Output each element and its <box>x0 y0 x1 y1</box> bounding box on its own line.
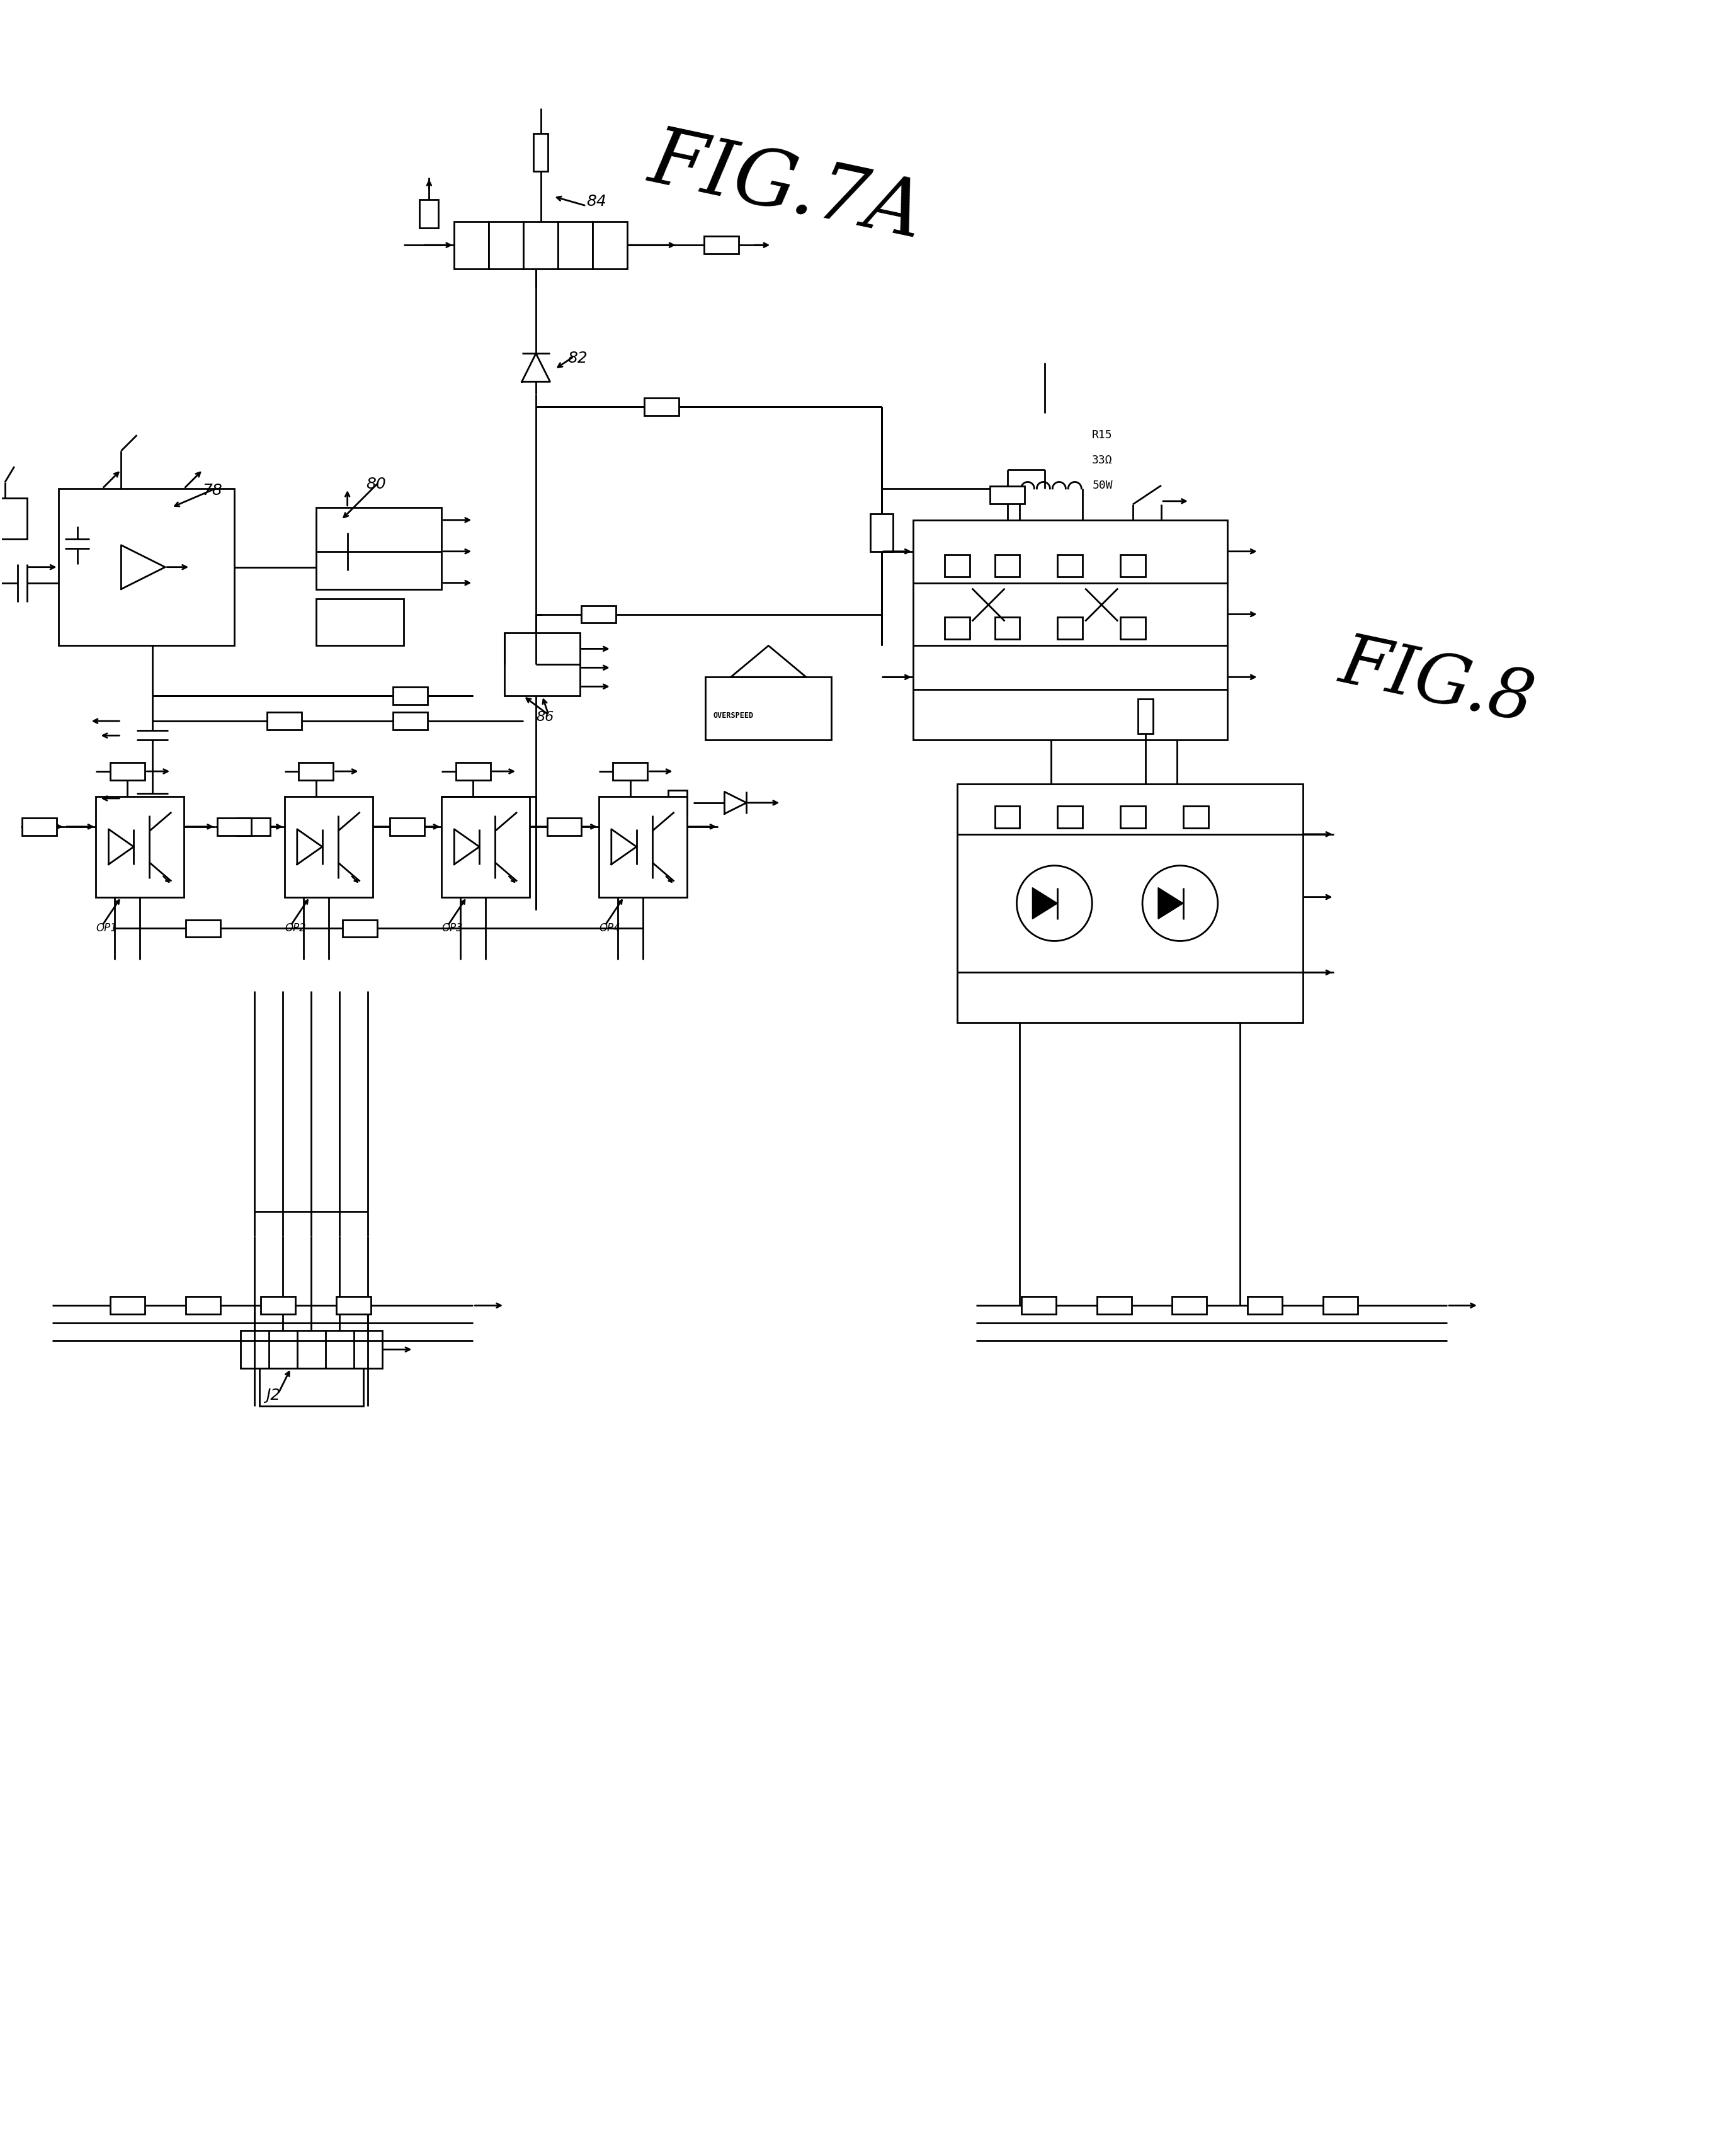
Bar <box>599 796 686 897</box>
Bar <box>110 1296 145 1315</box>
Bar <box>534 134 548 170</box>
Bar <box>394 711 428 731</box>
Text: FIG.7A: FIG.7A <box>643 121 931 254</box>
Bar <box>1121 806 1146 828</box>
Bar <box>1057 806 1083 828</box>
Polygon shape <box>121 545 166 589</box>
Text: OP2: OP2 <box>284 923 306 934</box>
Text: OVERSPEED: OVERSPEED <box>713 711 753 720</box>
Bar <box>592 222 626 270</box>
Polygon shape <box>522 354 549 382</box>
Bar <box>185 921 221 938</box>
Bar <box>241 1330 382 1369</box>
Bar <box>994 554 1020 576</box>
Bar <box>394 688 428 705</box>
Bar <box>441 796 530 897</box>
Bar <box>299 763 334 780</box>
Bar <box>262 1296 296 1315</box>
Bar <box>871 513 893 552</box>
Bar <box>1323 1296 1357 1315</box>
Polygon shape <box>1158 888 1184 918</box>
Bar <box>419 201 438 229</box>
Bar <box>1172 1296 1206 1315</box>
Bar <box>914 520 1227 740</box>
Bar <box>994 617 1020 640</box>
Polygon shape <box>731 645 806 677</box>
Text: J2: J2 <box>265 1388 281 1404</box>
Bar <box>317 507 441 589</box>
Bar <box>22 817 56 834</box>
Bar <box>455 763 491 780</box>
Text: OP3: OP3 <box>441 923 464 934</box>
Text: 80: 80 <box>366 476 387 492</box>
Text: 50W: 50W <box>1092 481 1112 492</box>
Polygon shape <box>611 830 636 865</box>
Bar <box>267 711 301 731</box>
Bar <box>944 617 970 640</box>
Polygon shape <box>108 830 133 865</box>
Bar <box>1247 1296 1282 1315</box>
Bar <box>58 489 234 645</box>
Text: OP4: OP4 <box>599 923 619 934</box>
Bar <box>1138 699 1153 733</box>
Bar <box>1057 617 1083 640</box>
Bar <box>0 498 27 539</box>
Bar <box>1097 1296 1131 1315</box>
Bar <box>453 222 489 270</box>
Bar <box>1121 617 1146 640</box>
Bar <box>944 554 970 576</box>
Text: 84: 84 <box>587 194 606 209</box>
Bar <box>1184 806 1208 828</box>
Bar <box>284 796 373 897</box>
Bar <box>337 1296 371 1315</box>
Text: 33Ω: 33Ω <box>1092 455 1112 466</box>
Bar <box>582 606 616 623</box>
Bar <box>185 1296 221 1315</box>
Polygon shape <box>1032 888 1057 918</box>
Polygon shape <box>724 791 746 813</box>
Bar <box>703 237 739 254</box>
Text: 82: 82 <box>568 351 587 367</box>
Polygon shape <box>298 830 322 865</box>
Bar <box>110 763 145 780</box>
Bar <box>217 817 252 834</box>
Bar <box>505 634 580 696</box>
Polygon shape <box>453 830 479 865</box>
Text: 86: 86 <box>536 711 554 724</box>
Bar <box>1057 554 1083 576</box>
Bar <box>1121 554 1146 576</box>
Text: 78: 78 <box>204 483 222 498</box>
Bar <box>489 222 524 270</box>
Bar <box>558 222 592 270</box>
Bar <box>548 817 582 834</box>
Bar <box>96 796 185 897</box>
Bar <box>342 921 376 938</box>
Bar <box>613 763 647 780</box>
Bar <box>667 791 686 815</box>
Bar <box>705 677 832 740</box>
Text: R15: R15 <box>1092 429 1112 440</box>
Bar <box>390 817 424 834</box>
Bar <box>645 399 679 416</box>
Bar <box>1021 1296 1056 1315</box>
Bar <box>317 599 404 645</box>
Bar <box>991 485 1025 505</box>
Bar <box>994 806 1020 828</box>
Bar <box>524 222 558 270</box>
Text: OP1: OP1 <box>96 923 118 934</box>
Bar <box>236 817 270 834</box>
Bar <box>956 785 1302 1022</box>
Text: FIG.8: FIG.8 <box>1335 630 1540 735</box>
Bar <box>260 1369 363 1406</box>
